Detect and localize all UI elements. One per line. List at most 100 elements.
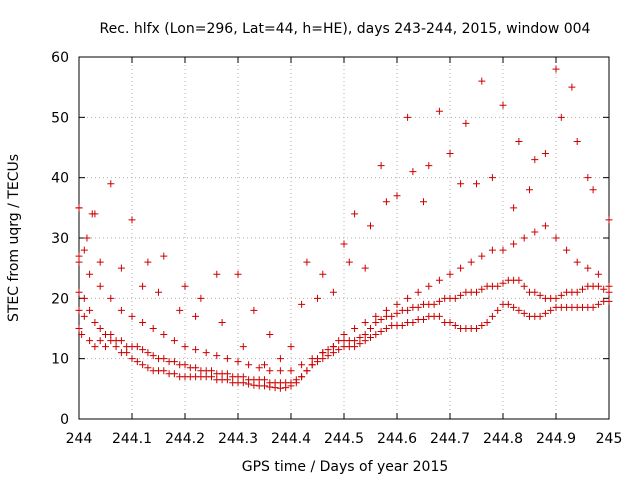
data-point-marker [329,288,337,296]
data-point-marker [563,246,571,254]
data-point-marker [351,325,359,332]
x-tick-labels: 244 244.1 244.2 244.3 244.4 244.5 244.6 244.7 24… [66,431,623,447]
data-point-marker [510,204,518,212]
data-point-marker [117,306,125,314]
data-point-marker [234,358,242,366]
data-point-marker [515,306,523,314]
data-point-marker [510,303,518,311]
data-point-marker [144,349,152,357]
data-point-marker [589,303,597,311]
data-point-marker [584,174,592,182]
data-point-marker [91,343,99,351]
data-point-marker [393,300,401,308]
data-point-marker [75,204,83,212]
data-point-marker [160,355,168,363]
data-point-marker [144,258,152,266]
data-point-marker [202,349,210,357]
data-point-marker [367,325,374,332]
data-point-marker [160,331,168,339]
data-point-marker [298,361,306,369]
data-point-marker [414,303,422,311]
data-point-marker [314,294,321,302]
data-point-marker [75,325,83,332]
data-point-marker [515,137,523,145]
data-point-marker [351,343,359,351]
data-point-marker [181,282,189,290]
data-point-marker [457,180,465,188]
data-point-marker [197,294,205,302]
x-tick-label: 245 [596,431,623,447]
data-point-marker [435,276,443,284]
data-point-marker [467,258,475,266]
data-point-marker [133,358,141,366]
data-point-marker [223,376,231,384]
data-point-marker [367,222,374,230]
data-point-marker [536,312,544,320]
data-point-marker [372,318,380,326]
y-tick-label: 50 [51,110,69,126]
x-tick-label: 244.8 [483,431,523,447]
data-point-marker [139,361,147,369]
x-tick-label: 244.1 [112,431,152,447]
data-point-marker [457,264,465,272]
data-point-marker [594,282,602,290]
data-point-marker [499,101,507,109]
data-point-marker [451,321,459,329]
data-point-marker [80,312,88,320]
data-point-marker [600,285,608,293]
data-point-marker [96,258,104,266]
data-point-marker [292,376,300,384]
data-point-marker [488,174,496,182]
data-point-marker [276,355,284,363]
x-tick-label: 244.6 [377,431,417,447]
data-point-marker [372,331,380,339]
data-point-marker [324,346,332,354]
y-tick-label: 40 [51,171,69,187]
data-point-marker [435,107,443,115]
data-point-marker [223,355,231,363]
data-point-marker [457,291,465,299]
data-point-marker [208,367,215,375]
data-point-marker [287,379,295,387]
data-point-marker [377,315,385,323]
data-point-marker [594,300,602,308]
x-tick-label: 244 [66,431,93,447]
data-point-marker [594,270,602,278]
data-point-marker [356,334,364,342]
data-point-marker [117,337,125,345]
data-point-marker [515,276,523,284]
data-point-marker [255,364,263,372]
data-point-marker [324,352,332,360]
data-point-marker [250,306,258,314]
y-tick-label: 30 [51,231,69,247]
data-point-marker [531,156,539,164]
data-point-marker [107,180,115,188]
data-point-marker [96,337,104,345]
data-point-marker [128,355,136,363]
x-tick-label: 244.5 [324,431,364,447]
data-point-marker [351,210,359,218]
data-point-marker [382,325,390,332]
data-point-marker [75,288,83,296]
data-point-marker [425,162,433,170]
data-point-marker [298,373,306,381]
data-point-marker [239,343,247,351]
data-point-marker [340,331,348,339]
data-point-marker [86,306,94,314]
data-point-marker [107,331,115,339]
data-point-marker [117,264,125,272]
data-point-marker [80,246,88,254]
data-point-marker [192,346,200,354]
data-point-marker [91,318,99,326]
data-point-marker [83,234,91,242]
data-point-marker [340,240,348,248]
data-point-marker [223,370,231,378]
data-point-marker [605,288,613,296]
x-tick-label: 244.2 [165,431,205,447]
data-point-marker [96,282,104,290]
data-point-marker [446,318,454,326]
data-point-marker [420,315,427,323]
y-tick-labels: 0 10 20 30 40 50 60 [51,50,69,428]
data-point-marker [377,328,385,336]
data-point-marker [446,150,454,158]
